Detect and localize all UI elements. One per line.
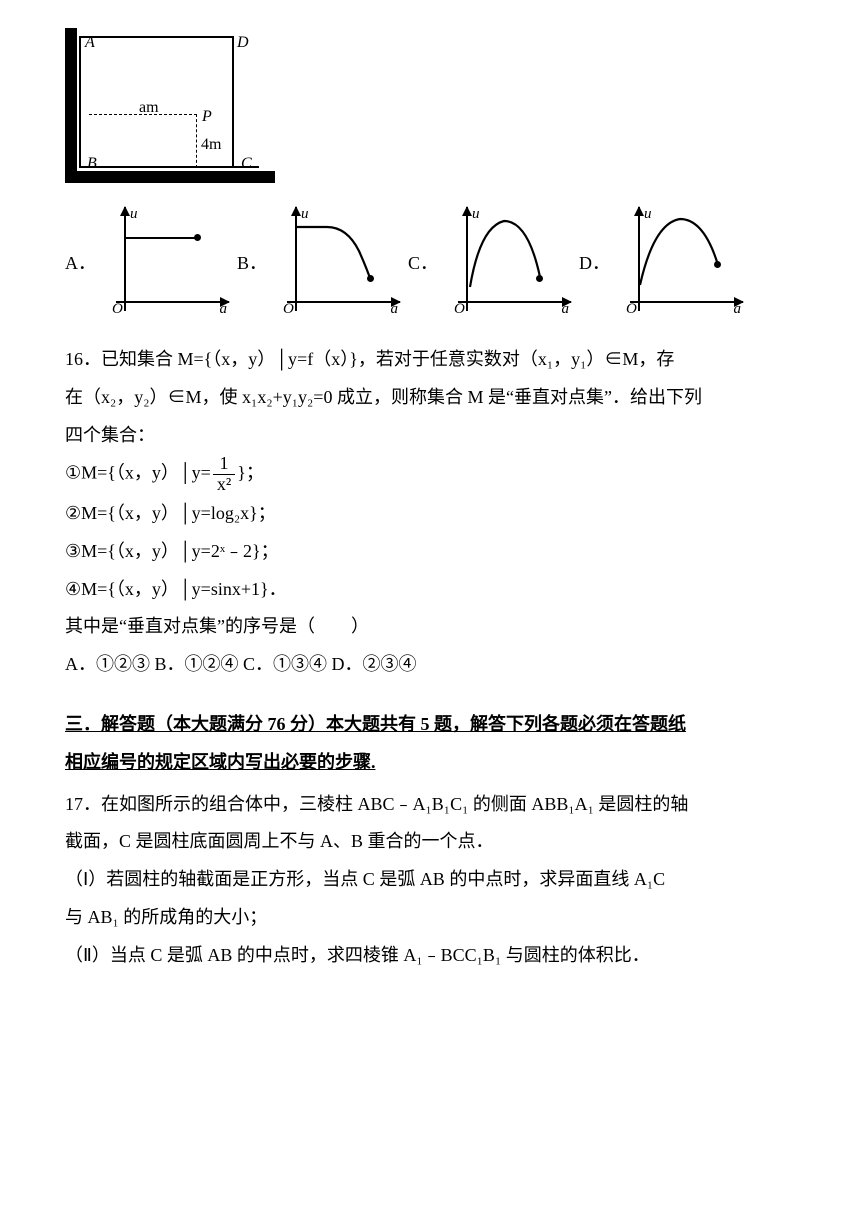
axis-x: [116, 301, 229, 303]
origin-label: O: [112, 294, 123, 326]
frac-num: 1: [213, 454, 235, 475]
a-label: a: [562, 294, 570, 326]
q17-line-1: 17．在如图所示的组合体中，三棱柱 ABC﹣A₁B₁C₁ 的侧面 ABB₁A₁ …: [65, 786, 800, 824]
label-c: C: [241, 147, 252, 181]
u-label: u: [130, 199, 138, 231]
endpoint-dot: [194, 234, 201, 241]
q16-stem-1: 16．已知集合 M={（x，y）│y=f（x）}，若对于任意实数对（x₁，y₁）…: [65, 341, 800, 379]
line-dc: [232, 36, 234, 168]
label-b: B: [87, 147, 97, 181]
q17-line-3: （Ⅰ）若圆柱的轴截面是正方形，当点 C 是弧 AB 的中点时，求异面直线 A₁C: [65, 861, 800, 899]
wall-left: [65, 28, 77, 183]
q17-line-2: 截面，C 是圆柱底面圆周上不与 A、B 重合的一个点．: [65, 823, 800, 861]
option-d-label: D．: [579, 245, 610, 321]
wall-diagram: A D B C P am 4m: [65, 28, 275, 183]
endpoint-dot: [714, 261, 721, 268]
option-b-label: B．: [237, 245, 267, 321]
plot-c: u O a: [442, 201, 577, 321]
plot-b: u O a: [271, 201, 406, 321]
options-row: A． u O a B． u O a C． u O a D． u: [65, 201, 800, 321]
endpoint-dot: [367, 275, 374, 282]
q16-item-4: ④M={（x，y）│y=sinx+1}．: [65, 571, 800, 609]
q16-item-1: ①M={（x，y）│y=1x²}；: [65, 454, 800, 495]
a-label: a: [734, 294, 742, 326]
axis-y: [124, 207, 126, 311]
curve-b: [297, 221, 377, 291]
origin-label: O: [283, 294, 294, 326]
line-ad: [79, 36, 234, 38]
axis-x: [630, 301, 743, 303]
q16-stem-3: 四个集合：: [65, 417, 800, 455]
label-4m: 4m: [201, 128, 221, 162]
q16-item1-b: }；: [237, 463, 264, 483]
plot-d: u O a: [614, 201, 749, 321]
label-am: am: [139, 91, 159, 125]
q17-line-5: （Ⅱ）当点 C 是弧 AB 的中点时，求四棱锥 A₁﹣BCC₁B₁ 与圆柱的体积…: [65, 937, 800, 975]
axis-x: [287, 301, 400, 303]
curve-flat: [126, 237, 198, 239]
fraction: 1x²: [213, 454, 235, 495]
endpoint-dot: [536, 275, 543, 282]
section3-title: 三．解答题（本大题满分 76 分）本大题共有 5 题，解答下列各题必须在答题纸 …: [65, 706, 800, 782]
a-label: a: [391, 294, 399, 326]
dash-vertical: [196, 114, 197, 168]
q17-line-4: 与 AB₁ 的所成角的大小；: [65, 899, 800, 937]
option-c-label: C．: [408, 245, 438, 321]
q16-stem-2: 在（x₂，y₂）∈M，使 x₁x₂+y₁y₂=0 成立，则称集合 M 是“垂直对…: [65, 379, 800, 417]
label-d: D: [237, 26, 249, 60]
option-a-label: A．: [65, 245, 96, 321]
curve-d: [640, 217, 724, 289]
section3-title-1: 三．解答题（本大题满分 76 分）本大题共有 5 题，解答下列各题必须在答题纸: [65, 714, 686, 734]
plot-a: u O a: [100, 201, 235, 321]
frac-den: x²: [213, 475, 235, 495]
origin-label: O: [626, 294, 637, 326]
origin-label: O: [454, 294, 465, 326]
label-a: A: [85, 26, 95, 60]
q16-item-2: ②M={（x，y）│y=log₂x}；: [65, 495, 800, 533]
q16-item-3: ③M={（x，y）│y=2ˣ﹣2}；: [65, 533, 800, 571]
axis-x: [458, 301, 571, 303]
q16-ask: 其中是“垂直对点集”的序号是（ ）: [65, 608, 800, 646]
q16-item1-a: ①M={（x，y）│y=: [65, 463, 211, 483]
q16-choices: A．①②③ B．①②④ C．①③④ D．②③④: [65, 646, 800, 684]
section3-title-2: 相应编号的规定区域内写出必要的步骤.: [65, 752, 376, 772]
a-label: a: [220, 294, 228, 326]
